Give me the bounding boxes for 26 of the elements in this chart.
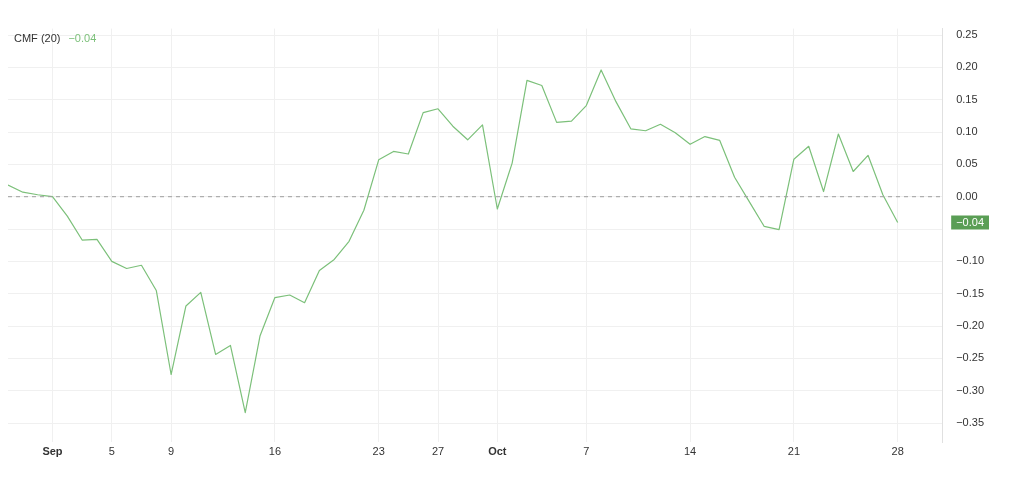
x-tick-label: 23 bbox=[372, 445, 385, 458]
x-tick-label: 16 bbox=[268, 445, 282, 458]
x-tick-label: Sep bbox=[42, 445, 63, 458]
chart-subtitle: −0.04 bbox=[68, 31, 97, 44]
y-tick-label: 0.10 bbox=[956, 125, 978, 138]
y-tick-label: 0.00 bbox=[956, 189, 978, 202]
x-tick-label: 5 bbox=[108, 445, 115, 458]
x-tick-label: 27 bbox=[431, 445, 445, 458]
y-tick-label: −0.35 bbox=[956, 416, 985, 429]
x-tick-label: 28 bbox=[891, 445, 904, 458]
y-tick-label: 0.20 bbox=[956, 60, 978, 73]
x-tick-label: 14 bbox=[683, 445, 697, 458]
text: −0.04 bbox=[956, 215, 985, 228]
y-tick-label: 0.05 bbox=[956, 157, 978, 170]
x-tick-label: 9 bbox=[168, 445, 175, 458]
y-tick-label: −0.15 bbox=[956, 286, 985, 299]
y-tick-label: 0.15 bbox=[956, 92, 978, 105]
chart-title: CMF (20) bbox=[14, 31, 61, 44]
x-tick-label: Oct bbox=[488, 445, 507, 458]
y-tick-label: −0.20 bbox=[956, 319, 985, 332]
x-tick-label: 7 bbox=[583, 445, 590, 458]
y-tick-label: −0.10 bbox=[956, 254, 985, 267]
y-tick-label: −0.30 bbox=[956, 383, 985, 396]
y-tick-label: 0.25 bbox=[956, 28, 978, 41]
y-tick-label: −0.25 bbox=[956, 351, 985, 364]
x-tick-label: 21 bbox=[787, 445, 801, 458]
